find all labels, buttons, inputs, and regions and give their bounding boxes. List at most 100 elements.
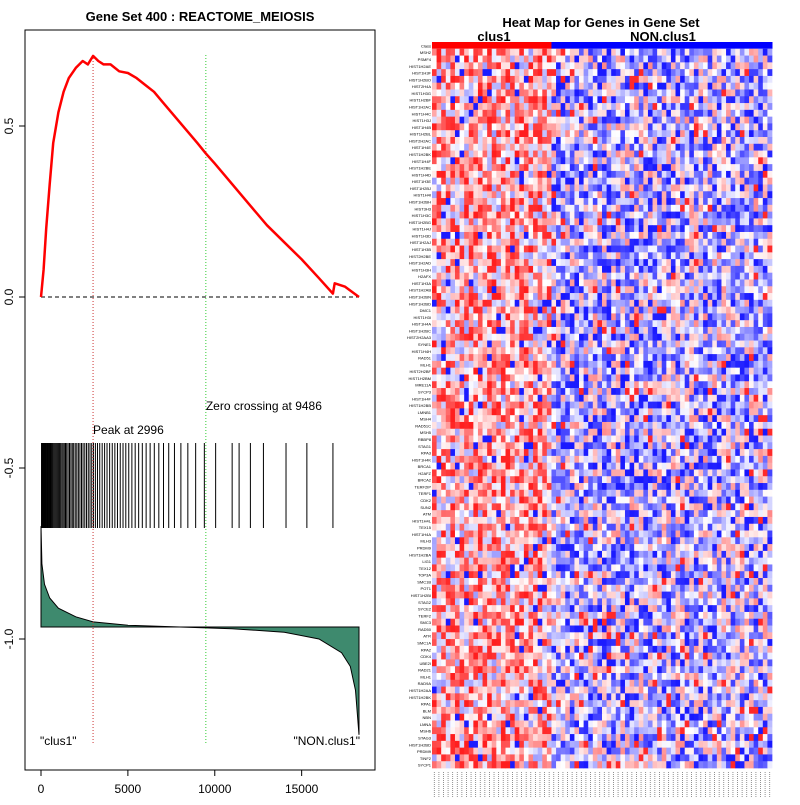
heatmap-cell (492, 184, 497, 191)
heatmap-cell (648, 395, 653, 402)
heatmap-cell (763, 408, 768, 415)
heatmap-cell (551, 347, 556, 354)
heatmap-cell (519, 490, 524, 497)
heatmap-cell (611, 307, 616, 314)
heatmap-cell (441, 117, 446, 124)
heatmap-cell (680, 49, 685, 56)
heatmap-cell (533, 212, 538, 219)
heatmap-cell (579, 130, 584, 137)
heatmap-cell (740, 293, 745, 300)
heatmap-cell (740, 178, 745, 185)
heatmap-cell (708, 212, 713, 219)
heatmap-cell (565, 232, 570, 239)
heatmap-cell (703, 374, 708, 381)
heatmap-cell (662, 286, 667, 293)
heatmap-cell (551, 422, 556, 429)
heatmap-cell (703, 266, 708, 273)
heatmap-cell (634, 69, 639, 76)
heatmap-cell (767, 218, 772, 225)
heatmap-cell (735, 469, 740, 476)
heatmap-cell (726, 103, 731, 110)
heatmap-cell (441, 205, 446, 212)
heatmap-cell (478, 279, 483, 286)
heatmap-cell (492, 456, 497, 463)
heatmap-cell (717, 395, 722, 402)
heatmap-cell (584, 171, 589, 178)
heatmap-cell (579, 490, 584, 497)
heatmap-cell (593, 381, 598, 388)
heatmap-cell (487, 62, 492, 69)
heatmap-cell (708, 225, 713, 232)
heatmap-cell (662, 320, 667, 327)
heatmap-cell (731, 164, 736, 171)
heatmap-cell (616, 117, 621, 124)
heatmap-cell (547, 130, 552, 137)
heatmap-cell (446, 327, 451, 334)
heatmap-cell (643, 212, 648, 219)
heatmap-cell (602, 320, 607, 327)
heatmap-cell (657, 178, 662, 185)
heatmap-cell (689, 56, 694, 63)
heatmap-cell (510, 117, 515, 124)
heatmap-cell (528, 144, 533, 151)
heatmap-cell (634, 354, 639, 361)
heatmap-cell (758, 483, 763, 490)
heatmap-cell (446, 246, 451, 253)
heatmap-cell (510, 266, 515, 273)
heatmap-cell (685, 191, 690, 198)
heatmap-cell (483, 117, 488, 124)
heatmap-cell (689, 184, 694, 191)
heatmap-cell (464, 130, 469, 137)
heatmap-cell (519, 368, 524, 375)
heatmap-cell (712, 320, 717, 327)
heatmap-cell (611, 137, 616, 144)
heatmap-cell (570, 334, 575, 341)
heatmap-cell (694, 123, 699, 130)
heatmap-cell (561, 205, 566, 212)
heatmap-cell (602, 198, 607, 205)
x-tick-label: 0 (38, 782, 45, 796)
heatmap-cell (584, 361, 589, 368)
heatmap-cell (464, 83, 469, 90)
heatmap-cell (721, 157, 726, 164)
heatmap-cell (648, 49, 653, 56)
heatmap-cell (556, 374, 561, 381)
heatmap-cell (689, 157, 694, 164)
heatmap-cell (749, 347, 754, 354)
heatmap-cell (597, 171, 602, 178)
heatmap-cell (634, 415, 639, 422)
heatmap-cell (460, 381, 465, 388)
heatmap-cell (607, 429, 612, 436)
heatmap-cell (611, 347, 616, 354)
heatmap-cell (703, 415, 708, 422)
heatmap-cell (584, 429, 589, 436)
heatmap-cell (584, 266, 589, 273)
heatmap-cell (680, 334, 685, 341)
heatmap-cell (450, 354, 455, 361)
heatmap-cell (473, 361, 478, 368)
heatmap-cell (588, 171, 593, 178)
heatmap-cell (469, 320, 474, 327)
heatmap-cell (506, 198, 511, 205)
heatmap-cell (758, 76, 763, 83)
heatmap-cell (565, 178, 570, 185)
heatmap-cell (588, 293, 593, 300)
heatmap-cell (584, 320, 589, 327)
heatmap-cell (607, 476, 612, 483)
heatmap-cell (671, 483, 676, 490)
heatmap-cell (469, 388, 474, 395)
heatmap-cell (588, 361, 593, 368)
heatmap-cell (625, 286, 630, 293)
heatmap-cell (689, 252, 694, 259)
heatmap-cell (749, 246, 754, 253)
heatmap-cell (593, 76, 598, 83)
heatmap-cell (551, 164, 556, 171)
heatmap-cell (538, 130, 543, 137)
heatmap-cell (501, 273, 506, 280)
heatmap-cell (437, 415, 442, 422)
heatmap-cell (703, 103, 708, 110)
heatmap-cell (441, 449, 446, 456)
heatmap-cell (528, 212, 533, 219)
heatmap-cell (653, 184, 658, 191)
heatmap-cell (602, 279, 607, 286)
